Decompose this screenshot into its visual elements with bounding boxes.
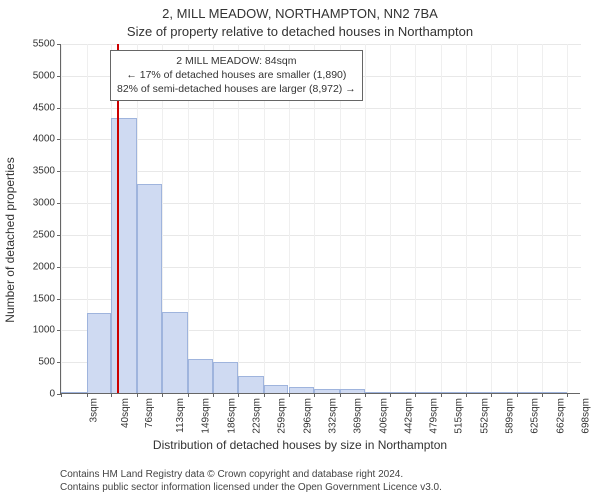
histogram-bar	[61, 392, 87, 393]
ytick-label: 4500	[15, 102, 55, 113]
xtick-mark	[466, 393, 467, 397]
gridline-v	[61, 44, 62, 394]
ytick-label: 0	[15, 389, 55, 400]
annotation-box: 2 MILL MEADOW: 84sqm ← 17% of detached h…	[110, 50, 363, 101]
xtick-mark	[491, 393, 492, 397]
xtick-mark	[314, 393, 315, 397]
gridline-h	[61, 108, 581, 109]
histogram-bar	[491, 392, 517, 393]
xtick-mark	[390, 393, 391, 397]
xtick-label: 406sqm	[378, 398, 389, 434]
xtick-label: 589sqm	[505, 398, 516, 434]
xtick-mark	[415, 393, 416, 397]
histogram-bar	[162, 312, 188, 393]
histogram-bar	[238, 376, 264, 393]
xtick-label: 662sqm	[555, 398, 566, 434]
gridline-v	[415, 44, 416, 394]
gridline-h	[61, 44, 581, 45]
xtick-label: 332sqm	[327, 398, 338, 434]
annotation-line-3: 82% of semi-detached houses are larger (…	[117, 82, 356, 96]
gridline-v	[567, 44, 568, 394]
xtick-mark	[567, 393, 568, 397]
xtick-label: 113sqm	[175, 398, 186, 433]
gridline-h	[61, 139, 581, 140]
xtick-mark	[213, 393, 214, 397]
ytick-label: 3000	[15, 198, 55, 209]
histogram-bar	[466, 392, 491, 393]
ytick-label: 2000	[15, 261, 55, 272]
xtick-label: 479sqm	[429, 398, 440, 434]
footer: Contains HM Land Registry data © Crown c…	[60, 468, 590, 494]
chart-area: 2 MILL MEADOW: 84sqm ← 17% of detached h…	[60, 44, 580, 394]
xtick-label: 515sqm	[454, 398, 465, 434]
xtick-mark	[188, 393, 189, 397]
gridline-v	[491, 44, 492, 394]
ytick-label: 4000	[15, 134, 55, 145]
ytick-label: 5000	[15, 70, 55, 81]
histogram-bar	[264, 385, 289, 393]
histogram-bar	[542, 392, 568, 393]
xtick-mark	[517, 393, 518, 397]
gridline-v	[517, 44, 518, 394]
ytick-label: 3500	[15, 166, 55, 177]
annotation-line-1: 2 MILL MEADOW: 84sqm	[117, 54, 356, 68]
gridline-v	[542, 44, 543, 394]
xtick-label: 149sqm	[201, 398, 212, 434]
xtick-mark	[264, 393, 265, 397]
histogram-bar	[188, 359, 214, 393]
xtick-label: 369sqm	[353, 398, 364, 434]
xtick-mark	[61, 393, 62, 397]
xtick-label: 223sqm	[252, 398, 263, 434]
xtick-label: 186sqm	[226, 398, 237, 434]
ytick-label: 500	[15, 357, 55, 368]
histogram-bar	[365, 392, 391, 393]
xtick-mark	[162, 393, 163, 397]
ytick-label: 1500	[15, 293, 55, 304]
title-address: 2, MILL MEADOW, NORTHAMPTON, NN2 7BA	[0, 6, 600, 21]
xtick-mark	[111, 393, 112, 397]
xtick-label: 552sqm	[479, 398, 490, 434]
gridline-h	[61, 171, 581, 172]
histogram-bar	[390, 392, 415, 393]
title-subtitle: Size of property relative to detached ho…	[0, 24, 600, 39]
xtick-label: 698sqm	[580, 398, 591, 434]
histogram-bar	[87, 313, 112, 393]
xtick-mark	[289, 393, 290, 397]
footer-line-2: Contains public sector information licen…	[60, 481, 590, 494]
xtick-label: 76sqm	[144, 398, 155, 428]
ytick-label: 2500	[15, 229, 55, 240]
xtick-label: 3sqm	[88, 398, 99, 422]
xtick-label: 296sqm	[302, 398, 313, 434]
histogram-bar	[340, 389, 365, 393]
xtick-label: 442sqm	[403, 398, 414, 434]
ytick-label: 1000	[15, 325, 55, 336]
gridline-v	[390, 44, 391, 394]
histogram-bar	[213, 362, 238, 393]
xtick-mark	[137, 393, 138, 397]
xtick-label: 625sqm	[530, 398, 541, 434]
xtick-mark	[542, 393, 543, 397]
xtick-mark	[340, 393, 341, 397]
gridline-v	[441, 44, 442, 394]
histogram-bar	[441, 392, 467, 393]
gridline-v	[365, 44, 366, 394]
histogram-bar	[137, 184, 162, 393]
x-axis-label: Distribution of detached houses by size …	[0, 438, 600, 452]
xtick-mark	[87, 393, 88, 397]
histogram-bar	[517, 392, 542, 393]
xtick-mark	[238, 393, 239, 397]
footer-line-1: Contains HM Land Registry data © Crown c…	[60, 468, 590, 481]
histogram-bar	[314, 389, 340, 393]
histogram-bar	[289, 387, 315, 393]
histogram-bar	[415, 392, 441, 393]
ytick-label: 5500	[15, 39, 55, 50]
xtick-label: 259sqm	[277, 398, 288, 434]
annotation-line-2: ← 17% of detached houses are smaller (1,…	[117, 68, 356, 82]
xtick-mark	[441, 393, 442, 397]
xtick-label: 40sqm	[120, 398, 131, 428]
histogram-bar	[111, 118, 137, 393]
xtick-mark	[365, 393, 366, 397]
gridline-v	[466, 44, 467, 394]
figure: 2, MILL MEADOW, NORTHAMPTON, NN2 7BA Siz…	[0, 0, 600, 500]
